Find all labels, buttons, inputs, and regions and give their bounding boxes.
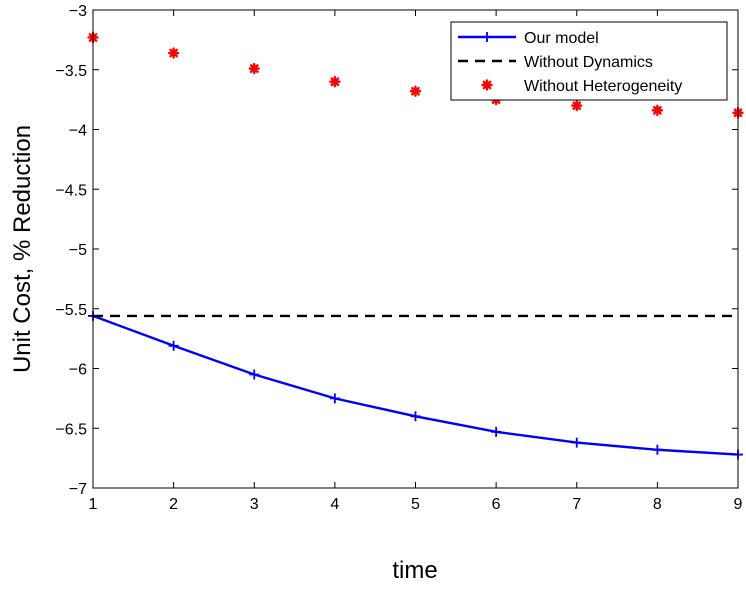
x-tick-label: 9 <box>734 496 743 513</box>
legend-label: Our model <box>524 30 599 47</box>
x-tick-label: 1 <box>89 496 98 513</box>
legend: Our model Without Dynamics Without Heterog… <box>450 21 728 101</box>
x-tick-label: 7 <box>572 496 581 513</box>
data-point <box>329 76 341 88</box>
y-tick-label: −5.5 <box>55 302 87 319</box>
data-point <box>167 47 180 59</box>
data-point <box>571 437 582 448</box>
y-axis-label: Unit Cost, % Reduction <box>9 125 36 373</box>
x-tick-label: 2 <box>169 496 178 513</box>
y-tick-label: −3.5 <box>55 63 87 80</box>
data-point <box>571 99 583 112</box>
y-tick-label: −4 <box>69 123 87 140</box>
legend-item: Our model <box>458 30 599 47</box>
legend-marker <box>481 79 493 91</box>
y-tick-label: −6.5 <box>55 421 87 438</box>
y-tick-label: −7 <box>69 481 87 498</box>
x-axis-label: time <box>392 557 437 584</box>
data-point <box>168 340 179 351</box>
x-tick-label: 4 <box>330 496 339 513</box>
x-tick-label: 3 <box>250 496 259 513</box>
data-point <box>652 444 663 455</box>
legend-item: Without Dynamics <box>458 54 653 71</box>
x-tick-label: 8 <box>653 496 662 513</box>
data-point <box>410 411 421 422</box>
data-point <box>329 393 340 404</box>
y-tick-label: −6 <box>69 362 87 379</box>
legend-marker <box>482 32 492 42</box>
plot-frame <box>92 9 739 489</box>
y-tick-label: −3 <box>69 3 87 20</box>
x-tick-label: 6 <box>492 496 501 513</box>
data-point <box>249 369 260 380</box>
data-point <box>491 426 502 437</box>
data-point <box>409 85 422 97</box>
y-tick-label: −4.5 <box>55 182 87 199</box>
x-tick-label: 5 <box>411 496 420 513</box>
y-tick-label: −5 <box>69 242 87 259</box>
data-point <box>248 62 260 75</box>
legend-label: Without Dynamics <box>524 54 653 71</box>
data-point <box>651 104 664 117</box>
legend-item: Without Heterogeneity <box>481 78 682 95</box>
legend-label: Without Heterogeneity <box>524 78 682 95</box>
